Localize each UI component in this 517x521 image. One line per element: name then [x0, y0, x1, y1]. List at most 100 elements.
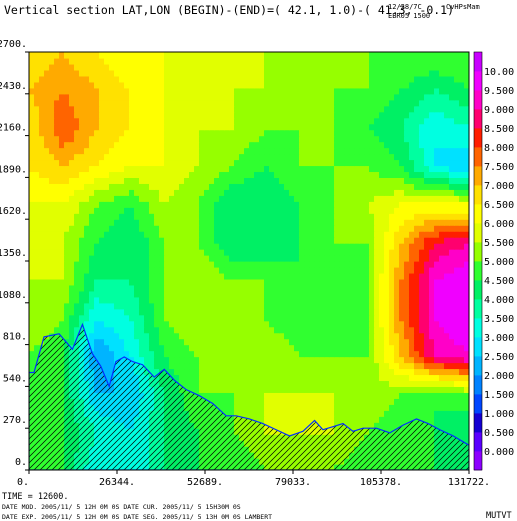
field-cell [94, 266, 100, 274]
field-cell [94, 195, 100, 202]
field-cell [89, 266, 95, 274]
field-cell [369, 272, 375, 280]
field-cell [399, 231, 405, 238]
field-cell [119, 290, 125, 298]
field-cell [459, 255, 465, 262]
field-cell [204, 153, 210, 161]
field-cell [124, 266, 130, 274]
field-cell [454, 201, 460, 208]
field-cell [259, 386, 265, 393]
field-cell [104, 249, 110, 256]
field-cell [229, 189, 235, 196]
field-cell [84, 159, 90, 167]
field-cell [389, 350, 395, 358]
field-cell [304, 243, 310, 250]
field-cell [209, 141, 215, 149]
field-cell [44, 129, 50, 137]
field-cell [164, 237, 170, 244]
field-cell [29, 332, 35, 340]
field-cell [184, 338, 190, 346]
field-cell [39, 272, 45, 280]
field-cell [299, 195, 305, 202]
field-cell [89, 249, 95, 256]
field-cell [179, 326, 185, 334]
field-cell [134, 344, 140, 352]
field-cell [139, 290, 145, 298]
field-cell [299, 207, 305, 214]
field-cell [409, 314, 415, 322]
field-cell [399, 386, 405, 393]
field-cell [74, 135, 80, 143]
field-cell [209, 356, 215, 364]
field-cell [99, 207, 105, 214]
field-cell [224, 177, 230, 184]
field-cell [144, 296, 150, 304]
field-cell [124, 249, 130, 256]
field-cell [444, 272, 450, 280]
field-cell [74, 177, 80, 184]
field-cell [454, 410, 460, 417]
field-cell [464, 195, 469, 202]
field-cell [304, 368, 310, 376]
field-cell [94, 320, 100, 328]
field-cell [399, 272, 405, 280]
field-cell [454, 314, 460, 322]
field-cell [224, 386, 230, 393]
field-cell [294, 135, 300, 143]
field-cell [409, 320, 415, 328]
field-cell [324, 141, 330, 149]
field-cell [64, 296, 70, 304]
field-cell [94, 243, 100, 250]
field-cell [84, 231, 90, 238]
field-cell [169, 302, 175, 310]
field-cell [324, 380, 330, 387]
field-cell [454, 308, 460, 316]
field-cell [214, 201, 220, 208]
field-cell [319, 207, 325, 214]
field-cell [364, 243, 370, 250]
field-cell [344, 314, 350, 322]
field-cell [359, 207, 365, 214]
field-cell [194, 135, 200, 143]
field-cell [194, 195, 200, 202]
field-cell [399, 356, 405, 364]
field-cell [94, 237, 100, 244]
field-cell [224, 266, 230, 274]
field-cell [459, 261, 465, 268]
field-cell [439, 159, 445, 167]
field-cell [394, 231, 400, 238]
field-cell [334, 380, 340, 387]
field-cell [274, 284, 280, 292]
field-cell [409, 296, 415, 304]
field-cell [164, 332, 170, 340]
field-cell [444, 237, 450, 244]
field-cell [404, 201, 410, 208]
field-cell [74, 296, 80, 304]
field-cell [29, 350, 35, 358]
field-cell [229, 266, 235, 274]
field-cell [374, 284, 380, 292]
field-cell [254, 189, 260, 196]
field-cell [444, 392, 450, 399]
field-cell [259, 398, 265, 405]
field-cell [189, 356, 195, 364]
field-cell [109, 159, 115, 167]
field-cell [149, 320, 155, 328]
field-cell [264, 392, 270, 399]
field-cell [94, 290, 100, 298]
field-cell [34, 302, 40, 310]
field-cell [129, 147, 135, 155]
field-cell [49, 296, 55, 304]
field-cell [279, 296, 285, 304]
field-cell [99, 159, 105, 167]
field-cell [464, 284, 469, 292]
field-cell [459, 243, 465, 250]
field-cell [289, 231, 295, 238]
field-cell [189, 266, 195, 274]
field-cell [309, 135, 315, 143]
field-cell [399, 374, 405, 382]
field-cell [144, 147, 150, 155]
field-cell [234, 356, 240, 364]
field-cell [339, 261, 345, 268]
field-cell [329, 368, 335, 376]
